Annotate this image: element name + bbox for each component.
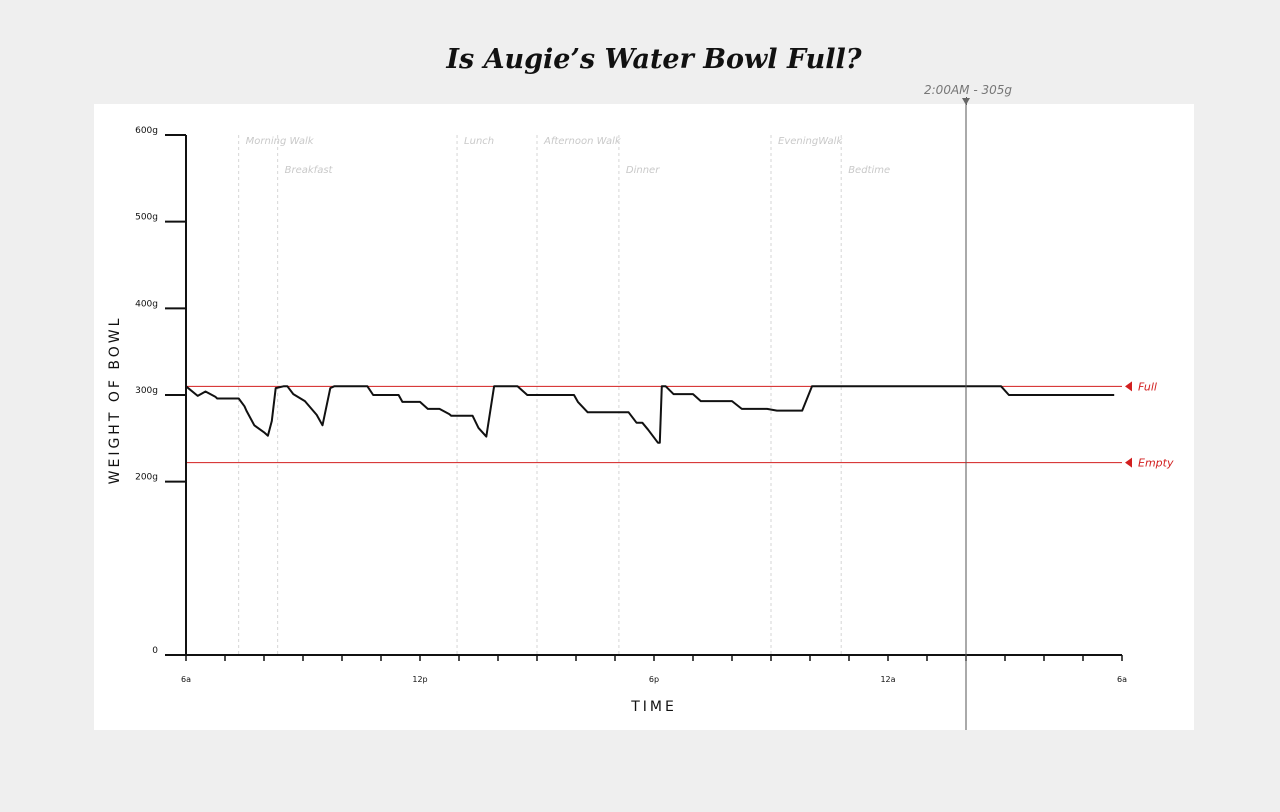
chart-title: Is Augie’s Water Bowl Full? [446,44,862,75]
y-tick-label: 300g [135,386,158,396]
y-tick-label: 0 [152,646,158,656]
y-tick-label: 500g [135,213,158,223]
event-label: Afternoon Walk [543,136,622,147]
x-tick-label: 6a [181,675,191,684]
event-label: Lunch [464,136,494,147]
y-tick-label: 200g [135,473,158,483]
y-tick-label: 400g [135,299,158,309]
event-label: Dinner [626,165,660,176]
x-tick-label: 12p [412,675,427,684]
chart-panel: Morning Walk Breakfast Lunch Afternoon Walk… [94,104,1194,730]
cursor-arrow-icon [962,98,970,105]
threshold-label-empty: Empty [1138,457,1174,470]
x-axis-label: TIME [630,699,677,715]
y-axis-label: WEIGHT OF BOWL [107,316,123,485]
x-tick-label: 12a [880,675,895,684]
event-label: Breakfast [285,165,334,176]
cursor-readout: 2:00AM - 305g [924,83,1012,97]
threshold-marker-empty [1125,457,1132,468]
series-line [185,385,1115,444]
water-bowl-chart[interactable]: Morning Walk Breakfast Lunch Afternoon Walk… [94,104,1194,730]
y-tick-label: 600g [135,126,158,136]
threshold-marker-full [1125,381,1132,392]
event-label: EveningWalk [778,136,843,147]
x-tick-label: 6a [1117,675,1127,684]
threshold-label-full: Full [1138,380,1157,393]
x-tick-label: 6p [649,675,659,684]
event-label: Morning Walk [246,136,315,147]
event-label: Bedtime [848,165,890,176]
